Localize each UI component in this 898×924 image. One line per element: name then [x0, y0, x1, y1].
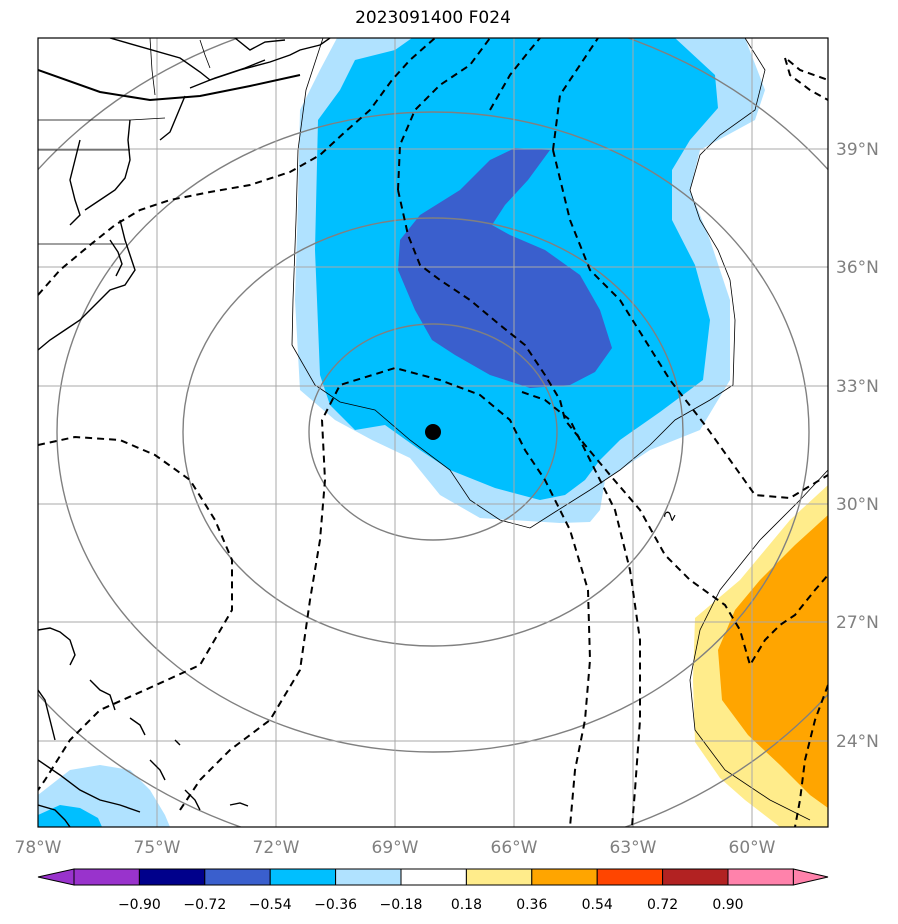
dashed-contour-12 — [784, 57, 828, 101]
colorbar-label: −0.54 — [249, 897, 292, 913]
shade-royal-blue — [398, 148, 612, 388]
dashed-contour-8 — [179, 366, 592, 827]
lat-label: 39°N — [836, 140, 879, 160]
coast-bahamas-3 — [129, 717, 146, 736]
range-ring-3 — [56, 111, 810, 753]
colorbar-label: −0.36 — [314, 897, 357, 913]
shade-deep-sky-sw — [38, 805, 102, 827]
lon-label: 75°W — [134, 838, 181, 858]
colorbar-segment — [465, 868, 533, 886]
coast-bahamas-2 — [38, 689, 56, 741]
coast-delmarva — [84, 119, 131, 211]
dashed-contour-11 — [794, 684, 828, 827]
colorbar-segment — [400, 868, 467, 886]
colorbar-label: 0.18 — [451, 897, 482, 913]
coast-outer-banks — [109, 239, 123, 277]
colorbar-label: −0.90 — [118, 897, 161, 913]
longitude-labels: 78°W 75°W 72°W 69°W 66°W 63°W 60°W — [15, 838, 776, 858]
colorbar-label: −0.18 — [380, 897, 423, 913]
lon-label: 72°W — [253, 838, 300, 858]
colorbar-segment — [531, 868, 598, 886]
map-frame — [37, 37, 829, 828]
dashed-contour-7 — [38, 435, 233, 791]
coastline-us-east — [38, 38, 331, 827]
colorbar-segment — [204, 868, 271, 886]
lat-label: 30°N — [836, 495, 879, 515]
graticule — [38, 38, 828, 827]
colorbar-extend-max — [792, 868, 829, 886]
colorbar-label: 0.36 — [516, 897, 547, 913]
outline-contour — [291, 38, 766, 529]
border-nh-vt — [149, 38, 156, 96]
coast-turks — [149, 759, 166, 781]
colorbar-extend-min — [37, 868, 75, 886]
colorbar-segment — [73, 868, 140, 886]
contour-label-2: 2 — [661, 508, 679, 523]
storm-center-marker — [425, 424, 441, 440]
colorbar-label: 0.72 — [647, 897, 678, 913]
colorbar-tick-labels: −0.90 −0.72 −0.54 −0.36 −0.18 0.18 0.36 … — [118, 897, 744, 913]
lat-label: 27°N — [836, 613, 879, 633]
range-ring-1 — [308, 323, 558, 541]
coast-new-jersey — [159, 95, 186, 141]
map-title: 2023091400 F024 — [355, 8, 511, 28]
coast-cuba — [38, 759, 141, 813]
coast-chesapeake — [69, 139, 81, 226]
lon-label: 69°W — [372, 838, 419, 858]
lat-label: 36°N — [836, 258, 879, 278]
border-ny-pa — [38, 117, 166, 121]
coast-long-island — [189, 59, 266, 89]
coast-maine — [234, 38, 286, 51]
lat-label: 33°N — [836, 377, 879, 397]
coast-cuba-west — [38, 804, 71, 827]
colorbar-segment — [269, 868, 337, 886]
lon-label: 60°W — [729, 838, 776, 858]
colorbar-segment — [138, 868, 206, 886]
colorbar-label: 0.54 — [582, 897, 613, 913]
colorbar-segment — [335, 868, 402, 886]
dashed-contour-4 — [552, 38, 599, 151]
coast-inagua — [174, 739, 181, 746]
colorbar-label: 0.90 — [712, 897, 743, 913]
coast-new-england — [109, 38, 331, 81]
dashed-contours — [38, 38, 828, 827]
shade-orange — [718, 515, 828, 808]
coast-florida — [38, 627, 76, 666]
coast-bahamas-1 — [89, 679, 116, 711]
outline-contour-se — [689, 469, 828, 821]
lat-label: 24°N — [836, 732, 879, 752]
coast-north-carolina — [38, 219, 136, 351]
border-ma-ri — [199, 39, 211, 69]
border-us-canada — [38, 69, 301, 102]
lon-label: 78°W — [15, 838, 62, 858]
colorbar-segment — [727, 868, 794, 886]
state-borders — [38, 38, 211, 245]
dashed-contour-9 — [521, 391, 641, 827]
range-ring-2 — [182, 217, 684, 647]
dashed-contour-10 — [787, 59, 828, 81]
colorbar — [37, 868, 829, 886]
dashed-contour-2 — [397, 38, 491, 191]
colorbar-segment — [596, 868, 664, 886]
lon-label: 66°W — [491, 838, 538, 858]
coast-puerto-rico — [229, 802, 249, 807]
latitude-labels: 39°N 36°N 33°N 30°N 27°N 24°N — [836, 140, 879, 752]
colorbar-segment — [662, 868, 729, 886]
lon-label: 63°W — [610, 838, 657, 858]
dashed-contour-1 — [38, 38, 436, 296]
coast-hispaniola — [184, 789, 201, 811]
range-rings — [38, 38, 828, 827]
colorbar-label: −0.72 — [183, 897, 226, 913]
map-area: 2 — [38, 38, 828, 827]
